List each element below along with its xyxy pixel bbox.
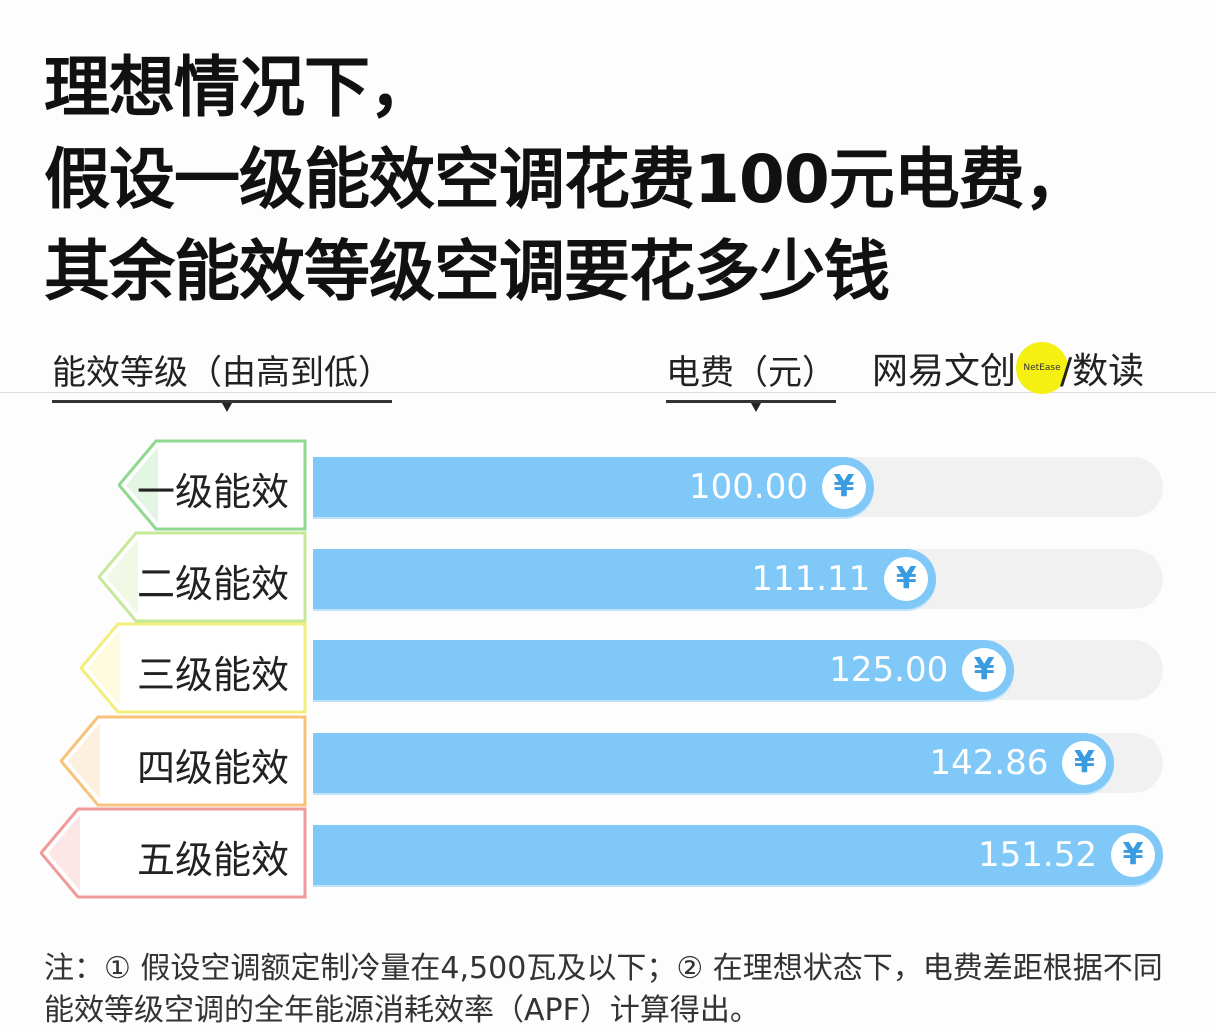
tag-shape: [117, 439, 307, 531]
bar-row: 111.11 ¥ 二级能效: [0, 531, 1216, 623]
bar: 125.00 ¥: [313, 640, 1015, 700]
data-label: 151.52: [978, 835, 1097, 875]
bar: 100.00 ¥: [313, 457, 874, 517]
yen-icon: ¥: [1111, 833, 1155, 877]
bar-row: 142.86 ¥ 四级能效: [0, 715, 1216, 807]
tag-shape: [59, 715, 307, 807]
y-axis-label: 能效等级（由高到低）: [52, 353, 392, 393]
pointer-icon: [751, 403, 761, 412]
bar: 151.52 ¥: [313, 825, 1163, 885]
yen-icon: ¥: [884, 557, 929, 601]
tag-shape: [97, 531, 307, 623]
footnote-line: 注：① 假设空调额定制冷量在4,500瓦及以下；② 在理想状态下，电费差距根据不…: [44, 951, 1163, 986]
title-line: 其余能效等级空调要花多少钱: [44, 233, 890, 310]
category-tag: 五级能效: [39, 807, 307, 899]
category-tag: 四级能效: [59, 715, 307, 807]
bar: 142.86 ¥: [313, 733, 1115, 793]
category-tag: 二级能效: [97, 531, 307, 623]
category-label: 二级能效: [136, 562, 289, 606]
footnote: 注：① 假设空调额定制冷量在4,500瓦及以下；② 在理想状态下，电费差距根据不…: [44, 948, 1204, 1032]
yen-icon: ¥: [821, 465, 866, 509]
yen-icon: ¥: [1062, 741, 1107, 785]
category-label: 五级能效: [136, 838, 289, 882]
brand-right: /数读: [1060, 351, 1145, 392]
bar: 111.11 ¥: [313, 549, 937, 609]
divider: [0, 392, 1216, 393]
x-axis-label: 电费（元）: [666, 353, 836, 393]
bar-row: 125.00 ¥ 三级能效: [0, 622, 1216, 714]
data-label: 100.00: [689, 467, 808, 507]
bar-row: 151.52 ¥ 五级能效: [0, 807, 1216, 899]
footnote-line: 能效等级空调的全年能源消耗效率（APF）计算得出。: [44, 993, 760, 1028]
category-label: 四级能效: [136, 746, 289, 790]
x-axis-header: 电费（元）: [666, 345, 836, 412]
category-tag: 三级能效: [79, 622, 307, 714]
data-label: 142.86: [929, 743, 1049, 783]
yen-icon: ¥: [962, 648, 1007, 692]
y-axis-header: 能效等级（由高到低）: [52, 345, 392, 412]
tag-shape: [79, 622, 307, 714]
data-label: 125.00: [829, 650, 949, 690]
data-label: 111.11: [751, 559, 871, 599]
bar-row: 100.00 ¥ 一级能效: [0, 439, 1216, 531]
category-tag: 一级能效: [117, 439, 307, 531]
category-label: 一级能效: [136, 470, 289, 514]
page-title: 理想情况下， 假设一级能效空调花费100元电费， 其余能效等级空调要花多少钱: [44, 42, 1090, 318]
title-line: 假设一级能效空调花费100元电费，: [44, 141, 1090, 218]
tag-shape: [39, 807, 307, 899]
category-label: 三级能效: [136, 653, 289, 697]
pointer-icon: [222, 403, 232, 412]
title-line: 理想情况下，: [44, 49, 435, 126]
brand-left: 网易文创: [872, 351, 1017, 392]
brand-dot: NetEase: [1016, 342, 1069, 394]
brand-logo: 网易文创 NetEase/数读: [872, 342, 1144, 394]
